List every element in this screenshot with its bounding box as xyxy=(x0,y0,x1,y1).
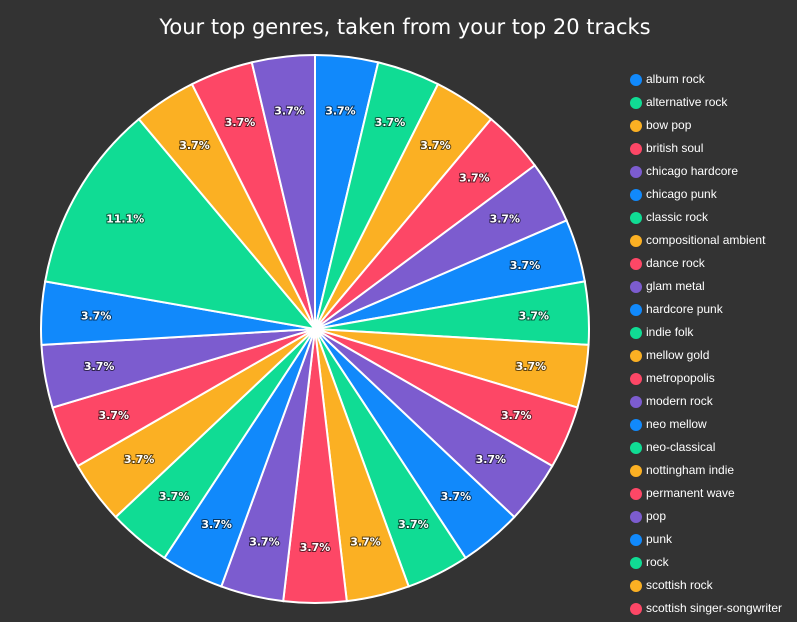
slice-label: 3.7% xyxy=(441,490,472,503)
slice-label: 3.7% xyxy=(459,172,490,185)
legend-swatch xyxy=(630,488,642,500)
slice-label: 3.7% xyxy=(350,535,381,548)
slice-label: 11.1% xyxy=(106,212,144,225)
legend-label: album rock xyxy=(646,72,706,86)
pie-slice xyxy=(44,117,318,331)
legend-label: punk xyxy=(646,532,673,546)
legend-swatch xyxy=(630,373,642,385)
legend-swatch xyxy=(630,603,642,615)
slice-label: 3.7% xyxy=(510,259,541,272)
slice-label: 3.7% xyxy=(179,139,210,152)
legend-label: modern rock xyxy=(646,394,714,408)
legend-label: rock xyxy=(646,555,670,569)
legend-label: chicago punk xyxy=(646,187,718,201)
slice-label: 3.7% xyxy=(81,309,112,322)
legend-label: mellow gold xyxy=(646,348,709,362)
slice-label: 3.7% xyxy=(375,116,406,129)
legend-label: classic rock xyxy=(646,210,709,224)
slice-label: 3.7% xyxy=(84,360,115,373)
legend-swatch xyxy=(630,534,642,546)
legend-swatch xyxy=(630,511,642,523)
legend-label: nottingham indie xyxy=(646,463,734,477)
legend-label: pop xyxy=(646,509,666,523)
slice-label: 3.7% xyxy=(398,518,429,531)
slice-label: 3.7% xyxy=(274,104,305,117)
legend-swatch xyxy=(630,235,642,247)
legend-label: neo-classical xyxy=(646,440,715,454)
slice-label: 3.7% xyxy=(98,409,129,422)
slice-label: 3.7% xyxy=(501,409,532,422)
slice-label: 3.7% xyxy=(201,518,232,531)
legend-label: scottish singer-songwriter xyxy=(646,601,782,615)
legend-swatch xyxy=(630,189,642,201)
legend-label: permanent wave xyxy=(646,486,735,500)
slice-label: 3.7% xyxy=(225,116,256,129)
pie-slice xyxy=(250,53,316,330)
legend-swatch xyxy=(630,281,642,293)
legend-label: british soul xyxy=(646,141,703,155)
legend-label: chicago hardcore xyxy=(646,164,738,178)
slice-label: 3.7% xyxy=(249,535,280,548)
legend-swatch xyxy=(630,580,642,592)
slice-label: 3.7% xyxy=(159,490,190,503)
legend-swatch xyxy=(630,465,642,477)
legend-swatch xyxy=(630,419,642,431)
legend-swatch xyxy=(630,557,642,569)
legend-label: metropopolis xyxy=(646,371,715,385)
legend-swatch xyxy=(630,74,642,86)
legend-label: glam metal xyxy=(646,279,705,293)
legend-label: neo mellow xyxy=(646,417,707,431)
legend-label: hardcore punk xyxy=(646,302,724,316)
legend-swatch xyxy=(630,97,642,109)
legend-swatch xyxy=(630,396,642,408)
slice-label: 3.7% xyxy=(516,360,547,373)
legend-label: scottish rock xyxy=(646,578,714,592)
chart-title: Your top genres, taken from your top 20 … xyxy=(158,15,650,39)
slice-label: 3.7% xyxy=(476,453,507,466)
slice-label: 3.7% xyxy=(300,541,331,554)
legend-label: compositional ambient xyxy=(646,233,766,247)
legend-swatch xyxy=(630,120,642,132)
legend-swatch xyxy=(630,304,642,316)
legend-label: alternative rock xyxy=(646,95,728,109)
legend-label: dance rock xyxy=(646,256,706,270)
legend-swatch xyxy=(630,258,642,270)
legend-swatch xyxy=(630,442,642,454)
legend-label: indie folk xyxy=(646,325,694,339)
legend-swatch xyxy=(630,350,642,362)
slice-label: 3.7% xyxy=(124,453,155,466)
slice-label: 3.7% xyxy=(490,212,521,225)
legend-swatch xyxy=(630,143,642,155)
legend-swatch xyxy=(630,212,642,224)
slice-label: 3.7% xyxy=(519,309,550,322)
legend-label: bow pop xyxy=(646,118,692,132)
legend-swatch xyxy=(630,327,642,339)
slice-label: 3.7% xyxy=(325,104,356,117)
legend-swatch xyxy=(630,166,642,178)
slice-label: 3.7% xyxy=(420,139,451,152)
